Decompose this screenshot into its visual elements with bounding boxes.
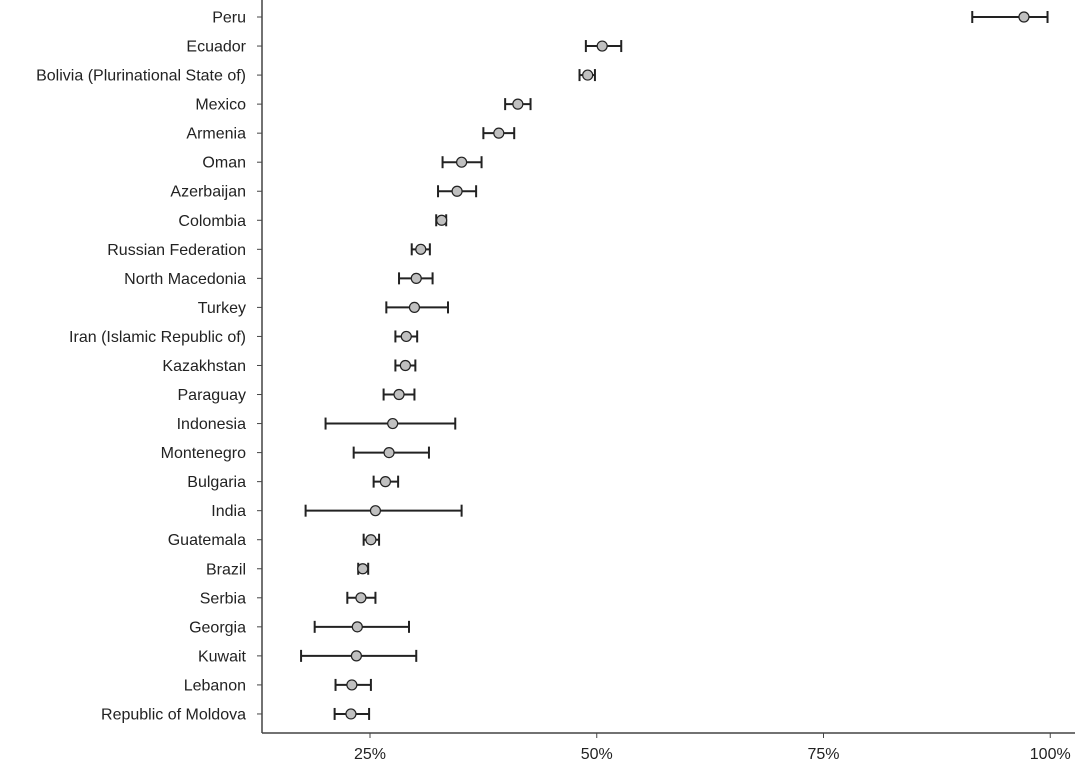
data-point xyxy=(400,330,412,343)
y-tick-label: Armenia xyxy=(186,126,246,143)
y-tick-label: Georgia xyxy=(189,619,246,636)
data-point xyxy=(408,301,421,313)
data-point xyxy=(451,185,463,197)
data-point xyxy=(350,650,362,662)
data-point xyxy=(393,388,405,401)
data-point xyxy=(387,417,399,430)
data-point xyxy=(582,69,594,81)
data-point xyxy=(365,534,377,546)
x-tick-label-75: 75% xyxy=(807,746,839,763)
y-tick-label: Iran (Islamic Republic of) xyxy=(69,329,246,346)
y-tick-label: Azerbaijan xyxy=(170,184,246,201)
data-point xyxy=(346,679,358,691)
y-tick-label: Indonesia xyxy=(177,416,246,433)
data-point xyxy=(369,505,382,517)
y-tick-label: Bulgaria xyxy=(187,474,246,491)
y-tick-label: Oman xyxy=(202,155,246,172)
y-tick-label: Peru xyxy=(212,10,246,27)
data-point xyxy=(512,98,524,110)
y-tick-label: Ecuador xyxy=(186,39,246,56)
data-point xyxy=(345,708,357,720)
y-tick-label: Kuwait xyxy=(198,648,247,665)
data-point xyxy=(436,214,448,226)
y-tick-label: Turkey xyxy=(198,300,246,317)
data-point xyxy=(351,621,363,633)
y-tick-label: Mexico xyxy=(195,97,246,114)
y-tick-label: Guatemala xyxy=(168,532,246,549)
data-point xyxy=(379,476,392,488)
data-point xyxy=(596,40,608,52)
data-point xyxy=(399,359,411,372)
y-tick-label: Bolivia (Plurinational State of) xyxy=(36,68,246,85)
data-point xyxy=(1018,11,1030,23)
data-point xyxy=(456,156,468,168)
x-tick-label-100: 100% xyxy=(1030,746,1071,763)
data-point xyxy=(410,272,422,284)
y-tick-label: Serbia xyxy=(200,590,246,607)
y-tick-label: Montenegro xyxy=(161,445,246,462)
data-point xyxy=(383,447,395,459)
x-tick-label-50: 50% xyxy=(581,746,613,763)
data-point xyxy=(355,592,367,604)
data-point xyxy=(357,563,369,575)
y-tick-label: Russian Federation xyxy=(107,242,246,259)
y-tick-label: North Macedonia xyxy=(124,271,246,288)
y-tick-label: Colombia xyxy=(178,213,246,230)
y-tick-label: India xyxy=(211,503,246,520)
y-tick-label: Paraguay xyxy=(178,387,247,404)
y-tick-label: Brazil xyxy=(206,561,246,578)
y-tick-label: Kazakhstan xyxy=(162,358,246,375)
data-point xyxy=(493,127,505,139)
y-tick-label: Republic of Moldova xyxy=(101,706,246,723)
y-tick-label: Lebanon xyxy=(184,677,246,694)
x-tick-label-25: 25% xyxy=(354,746,386,763)
data-point xyxy=(415,243,427,255)
